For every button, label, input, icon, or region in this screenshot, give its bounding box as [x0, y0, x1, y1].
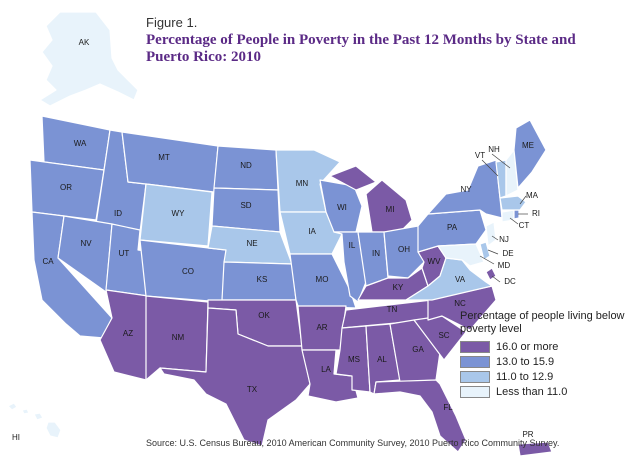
- state-label-NJ: NJ: [499, 235, 509, 244]
- state-label-OR: OR: [60, 183, 72, 192]
- legend-swatch: [460, 370, 490, 383]
- state-label-NV: NV: [80, 239, 92, 248]
- state-label-AR: AR: [316, 323, 327, 332]
- state-MD: [437, 243, 485, 267]
- legend-item: 11.0 to 12.9: [460, 369, 635, 384]
- state-label-KY: KY: [393, 283, 404, 292]
- legend-item: Less than 11.0: [460, 384, 635, 399]
- state-HI: [7, 402, 62, 439]
- state-label-UT: UT: [119, 249, 130, 258]
- state-SD: [211, 187, 281, 233]
- state-label-IA: IA: [308, 227, 316, 236]
- state-label-NC: NC: [454, 299, 466, 308]
- state-label-WY: WY: [172, 209, 186, 218]
- state-label-WA: WA: [74, 139, 87, 148]
- state-NJ: [485, 221, 497, 247]
- legend-title: Percentage of people living below povert…: [460, 310, 625, 335]
- state-label-ME: ME: [522, 141, 534, 150]
- state-label-MD: MD: [498, 261, 511, 270]
- state-FL: [373, 379, 467, 453]
- state-label-DE: DE: [502, 249, 513, 258]
- state-GA: [389, 319, 441, 383]
- state-ME: [513, 119, 547, 189]
- state-label-NM: NM: [172, 333, 185, 342]
- state-label-AK: AK: [79, 38, 90, 47]
- figure-label: Figure 1.: [146, 15, 198, 30]
- state-OH: [383, 225, 425, 279]
- state-label-LA: LA: [321, 365, 331, 374]
- state-PR: [517, 441, 553, 457]
- state-label-FL: FL: [443, 403, 453, 412]
- state-RI: [513, 209, 520, 220]
- state-label-NE: NE: [246, 239, 257, 248]
- state-label-HI: HI: [12, 433, 20, 442]
- state-label-MS: MS: [348, 355, 360, 364]
- state-label-AZ: AZ: [123, 329, 133, 338]
- state-VA: [405, 257, 493, 301]
- state-label-CT: CT: [519, 221, 530, 230]
- state-MO: [289, 253, 357, 309]
- state-IA: [279, 211, 343, 255]
- source-note: Source: U.S. Census Bureau, 2010 America…: [146, 438, 560, 448]
- state-label-TN: TN: [387, 305, 398, 314]
- state-label-NY: NY: [460, 185, 472, 194]
- legend-swatch: [460, 385, 490, 398]
- state-label-SC: SC: [438, 331, 449, 340]
- state-label-ID: ID: [114, 209, 122, 218]
- state-LA: [301, 349, 359, 403]
- state-label-AL: AL: [377, 355, 387, 364]
- state-TX: [159, 307, 311, 447]
- state-label-OH: OH: [398, 245, 410, 254]
- state-label-MT: MT: [158, 153, 170, 162]
- state-label-WV: WV: [428, 257, 442, 266]
- state-label-KS: KS: [257, 275, 268, 284]
- state-label-VA: VA: [455, 275, 466, 284]
- state-label-MA: MA: [526, 191, 539, 200]
- state-label-CO: CO: [182, 267, 194, 276]
- state-label-PA: PA: [447, 223, 458, 232]
- state-MT: [121, 131, 219, 193]
- legend-label: Less than 11.0: [496, 385, 568, 398]
- state-label-RI: RI: [532, 209, 540, 218]
- state-label-MI: MI: [386, 205, 395, 214]
- legend-swatch: [460, 355, 490, 368]
- state-label-VT: VT: [475, 151, 485, 160]
- state-label-MN: MN: [296, 179, 309, 188]
- legend-swatch: [460, 340, 490, 353]
- state-label-NH: NH: [488, 145, 500, 154]
- legend-label: 13.0 to 15.9: [496, 355, 555, 368]
- state-label-ND: ND: [240, 161, 252, 170]
- state-MA: [499, 195, 527, 211]
- legend-item: 13.0 to 15.9: [460, 354, 635, 369]
- legend-item: 16.0 or more: [460, 339, 635, 354]
- state-label-SD: SD: [240, 201, 251, 210]
- state-label-TX: TX: [247, 385, 258, 394]
- map-title: Percentage of People in Poverty in the P…: [146, 32, 576, 65]
- legend-label: 16.0 or more: [496, 340, 559, 353]
- state-DE: [479, 241, 491, 261]
- state-label-PR: PR: [522, 430, 533, 439]
- state-label-IN: IN: [372, 249, 380, 258]
- callout-lines: [479, 153, 528, 283]
- state-label-OK: OK: [258, 311, 270, 320]
- state-label-GA: GA: [412, 345, 424, 354]
- state-label-DC: DC: [504, 277, 516, 286]
- state-CT: [501, 209, 515, 223]
- state-AK: [39, 11, 139, 107]
- legend: Percentage of people living below povert…: [460, 310, 635, 399]
- legend-label: 11.0 to 12.9: [496, 370, 554, 383]
- state-label-CA: CA: [42, 257, 54, 266]
- state-label-MO: MO: [316, 275, 329, 284]
- state-label-WI: WI: [337, 203, 347, 212]
- state-label-IL: IL: [349, 241, 356, 250]
